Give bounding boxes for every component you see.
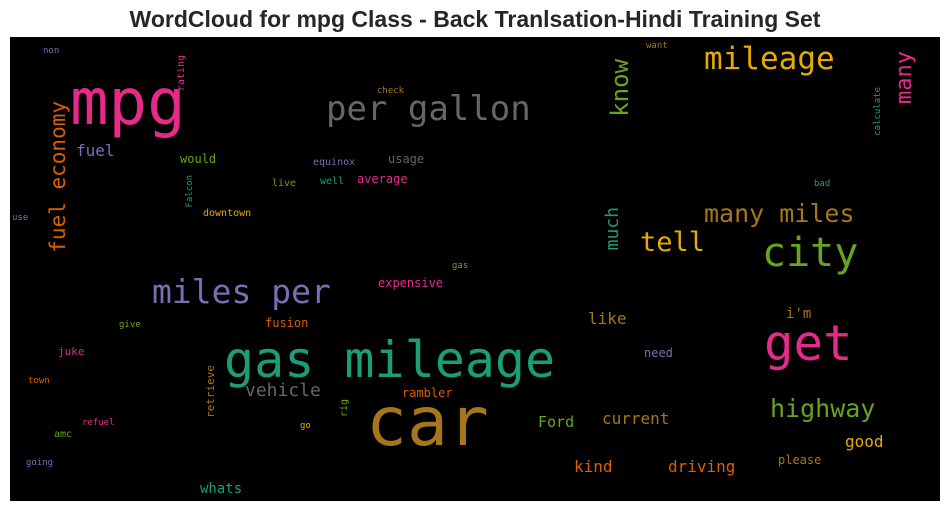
word-give: give xyxy=(119,320,141,330)
word-driving: driving xyxy=(668,457,736,476)
word-per-gallon: per gallon xyxy=(326,89,531,129)
wordcloud-canvas: car gas mileage mpg get city miles per p… xyxy=(10,37,940,501)
word-fusion: fusion xyxy=(265,316,309,330)
word-gas: gas xyxy=(452,261,469,271)
word-need: need xyxy=(644,346,673,360)
word-city: city xyxy=(762,230,859,276)
word-many: many xyxy=(892,51,917,104)
word-retrieve: retrieve xyxy=(204,365,217,418)
word-amc: amc xyxy=(54,429,73,440)
word-vehicle: vehicle xyxy=(245,380,321,401)
word-much: much xyxy=(602,207,623,251)
word-would: would xyxy=(180,152,217,166)
word-expensive: expensive xyxy=(378,276,444,290)
word-current: current xyxy=(602,409,670,428)
word-calculate: calculate xyxy=(873,87,883,136)
word-rating: rating xyxy=(176,55,187,92)
word-kind: kind xyxy=(574,457,613,476)
word-falcon: Falcon xyxy=(185,175,195,208)
word-know: know xyxy=(606,59,634,117)
word-rig: rig xyxy=(339,399,350,418)
word-mileage: mileage xyxy=(704,41,835,77)
chart-title: WordCloud for mpg Class - Back Tranlsati… xyxy=(129,6,821,32)
word-gas-mileage: gas mileage xyxy=(224,331,556,389)
word-get: get xyxy=(764,315,853,372)
word-well: well xyxy=(320,176,345,187)
word-fuel-economy: fuel economy xyxy=(46,101,70,253)
word-many-miles: many miles xyxy=(704,199,855,228)
word-whats: whats xyxy=(200,481,243,497)
word-live: live xyxy=(272,178,297,189)
word-miles-per: miles per xyxy=(152,272,331,311)
word-bad: bad xyxy=(814,179,831,189)
word-juke: juke xyxy=(58,345,85,358)
word-check: check xyxy=(377,86,405,96)
word-please: please xyxy=(778,453,822,467)
word-im: i'm xyxy=(786,306,812,322)
word-average: average xyxy=(357,172,408,186)
word-town: town xyxy=(28,376,50,386)
word-refuel: refuel xyxy=(82,418,115,428)
word-good: good xyxy=(845,432,884,451)
word-usage: usage xyxy=(388,152,425,166)
word-go: go xyxy=(300,421,311,431)
word-rambler: rambler xyxy=(402,386,453,400)
word-going: going xyxy=(26,458,54,468)
word-like: like xyxy=(588,309,627,328)
word-tell: tell xyxy=(640,227,706,258)
word-fuel: fuel xyxy=(76,141,115,160)
word-want: want xyxy=(646,41,668,51)
word-highway: highway xyxy=(770,394,876,423)
word-equinox: equinox xyxy=(313,157,356,168)
word-car: car xyxy=(366,383,489,462)
word-use: use xyxy=(12,213,29,223)
word-mpg: mpg xyxy=(70,66,186,140)
word-non: non xyxy=(43,46,60,56)
word-downtown: downtown xyxy=(203,208,252,219)
word-ford: Ford xyxy=(538,413,575,431)
